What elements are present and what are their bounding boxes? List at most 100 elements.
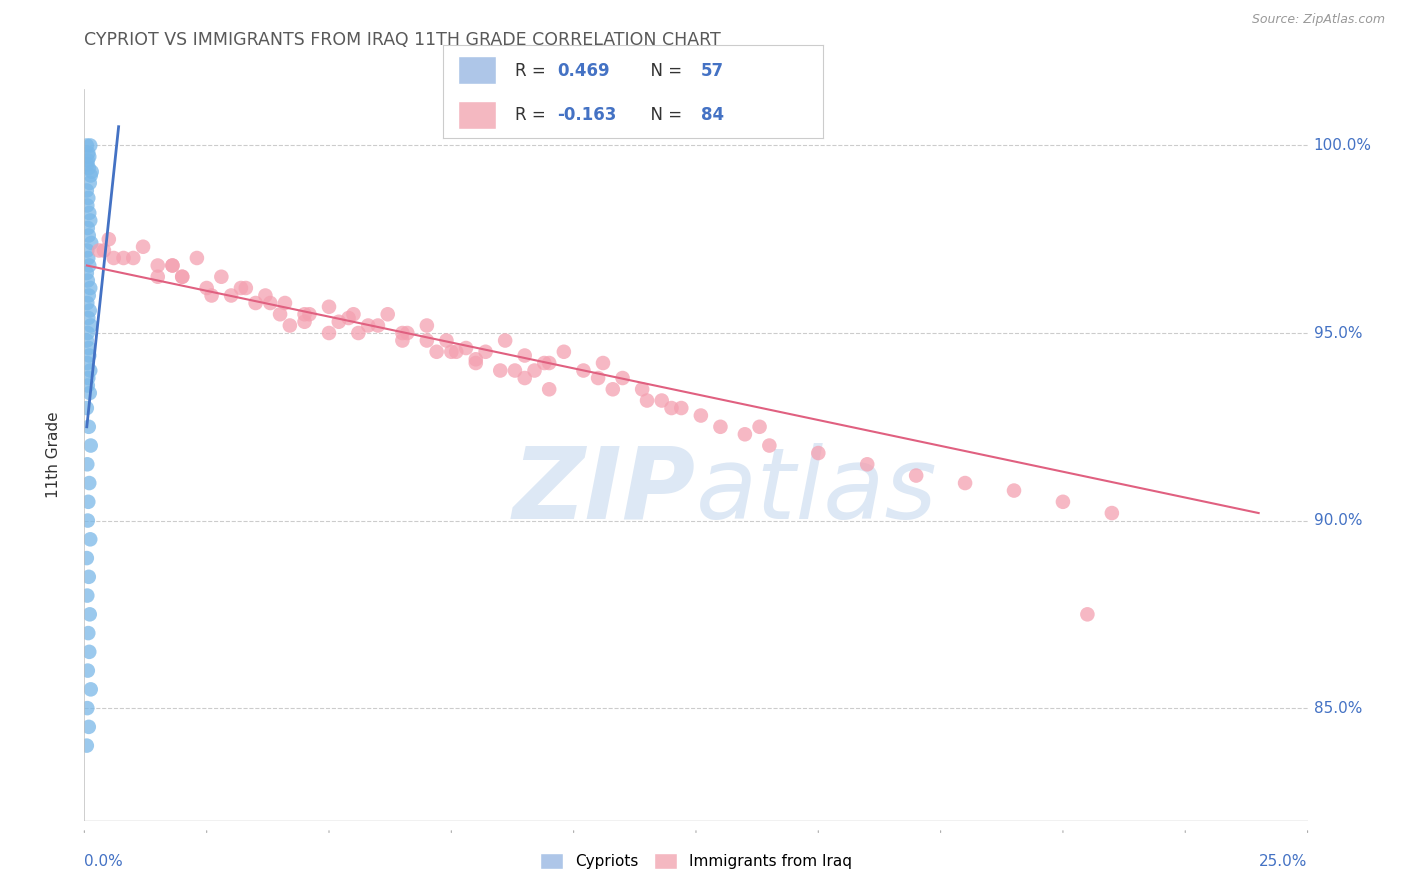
Point [76,589,98,603]
Point [77,495,100,509]
Text: Source: ZipAtlas.com: Source: ZipAtlas.com [1251,13,1385,27]
Text: 0.0%: 0.0% [84,854,124,869]
Point [80,318,103,333]
Point [79,303,101,318]
Point [76,326,98,340]
Point [1002,483,1025,498]
Point [76,356,98,370]
Point [76,184,98,198]
Point [269,307,291,321]
Point [294,307,316,321]
Point [229,281,252,295]
Text: 25.0%: 25.0% [1260,854,1308,869]
Point [77,228,100,243]
Point [396,326,419,340]
Point [254,288,277,302]
Point [103,251,125,265]
Point [538,356,561,370]
Point [79,607,101,622]
Point [200,288,222,302]
Point [709,419,731,434]
Point [93,244,115,258]
Point [172,269,194,284]
Point [856,458,879,472]
Point [612,371,634,385]
Point [661,401,683,415]
Point [76,458,98,472]
Point [474,344,496,359]
Point [76,701,98,715]
Point [426,344,449,359]
Point [146,269,169,284]
Point [76,266,98,280]
Point [328,315,350,329]
Text: R =: R = [515,62,551,79]
Point [436,334,458,348]
Point [76,551,98,566]
Point [342,307,364,321]
Point [592,356,614,370]
Point [347,326,370,340]
Point [132,240,155,254]
Point [76,138,98,153]
Point [294,315,316,329]
Point [76,221,98,235]
Text: N =: N = [640,106,688,124]
Point [454,341,477,355]
Point [76,198,98,212]
Point [416,334,439,348]
Point [76,273,98,287]
Point [79,138,101,153]
Text: R =: R = [515,106,551,124]
Point [318,300,340,314]
Point [77,191,100,205]
Point [391,326,413,340]
Point [122,251,145,265]
Point [377,307,399,321]
Point [748,419,770,434]
Legend: Cypriots, Immigrants from Iraq: Cypriots, Immigrants from Iraq [534,847,858,875]
Point [444,344,467,359]
Point [553,344,575,359]
Text: 85.0%: 85.0% [1313,700,1362,715]
Point [77,570,100,584]
Point [76,157,98,171]
Point [77,259,100,273]
Point [76,378,98,392]
Point [79,386,101,401]
Point [77,349,100,363]
Text: atlas: atlas [696,443,938,540]
Point [538,382,561,396]
Point [631,382,654,396]
Text: -0.163: -0.163 [557,106,616,124]
Point [79,533,101,547]
Point [513,349,536,363]
Point [77,626,100,640]
Point [79,363,101,377]
Point [76,153,98,168]
Point [76,514,98,528]
Point [77,645,100,659]
Point [195,281,218,295]
Point [337,311,360,326]
Point [416,318,439,333]
Point [146,259,169,273]
Point [77,206,100,220]
Point [76,244,98,258]
Text: 11th Grade: 11th Grade [46,411,62,499]
Point [76,739,98,753]
Point [689,409,711,423]
FancyBboxPatch shape [458,101,496,129]
FancyBboxPatch shape [458,56,496,84]
Point [953,476,976,491]
Point [533,356,555,370]
Text: ZIP: ZIP [513,443,696,540]
Point [464,356,486,370]
Point [259,296,281,310]
Point [651,393,673,408]
Point [76,334,98,348]
Point [76,296,98,310]
Text: 95.0%: 95.0% [1313,326,1362,341]
Point [80,682,103,697]
Point [503,363,526,377]
